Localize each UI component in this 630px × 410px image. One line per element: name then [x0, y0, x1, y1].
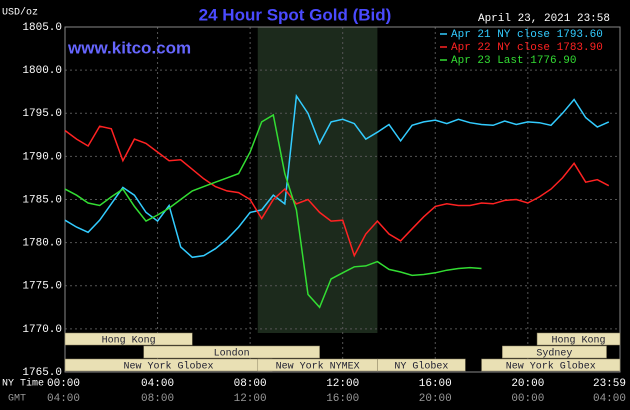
x-tick-label: 08:00	[234, 378, 267, 390]
y-unit: USD/oz	[2, 7, 38, 19]
gmt-tick-label: 04:00	[47, 393, 80, 405]
site-label: www.kitco.com	[67, 38, 191, 57]
y-tick-label: 1770.0	[22, 324, 62, 336]
series-line	[64, 113, 482, 309]
session-box	[481, 358, 621, 372]
y-tick-label: 1795.0	[22, 108, 62, 120]
y-tick-label: 1775.0	[22, 281, 62, 293]
session-box	[143, 345, 320, 359]
y-tick-label: 1805.0	[22, 22, 62, 34]
session-label: New York Globex	[124, 361, 214, 373]
x-tick-label: 23:59	[593, 378, 626, 390]
y-tick-label: 1785.0	[22, 194, 62, 206]
y-tick-label: 1800.0	[22, 65, 62, 77]
y-tick-label: 1790.0	[22, 151, 62, 163]
gmt-tick-label: 20:00	[419, 393, 452, 405]
session-label: New York Globex	[506, 361, 596, 373]
gmt-tick-label: 12:00	[234, 393, 267, 405]
x-tick-label: 00:00	[47, 378, 80, 390]
x-tick-label: 20:00	[511, 378, 544, 390]
session-box	[377, 358, 466, 372]
series-line	[64, 125, 610, 258]
gmt-label: GMT	[8, 394, 26, 405]
chart-title: 24 Hour Spot Gold (Bid)	[199, 5, 392, 24]
legend-label: Apr 21 NY close 1793.60	[451, 29, 603, 41]
gmt-tick-label: 04:00	[593, 393, 626, 405]
session-label: Sydney	[536, 348, 572, 360]
ny-time-label: NY Time	[2, 378, 44, 390]
session-box	[64, 332, 193, 346]
x-tick-label: 04:00	[141, 378, 174, 390]
x-tick-label: 16:00	[419, 378, 452, 390]
gmt-tick-label: 00:00	[511, 393, 544, 405]
session-label: Hong Kong	[102, 336, 156, 347]
timestamp: April 23, 2021 23:58	[478, 13, 610, 25]
y-tick-label: 1780.0	[22, 238, 62, 250]
series-line	[64, 93, 610, 259]
session-box	[536, 332, 621, 346]
y-tick-label: 1765.0	[22, 367, 62, 379]
legend-label: Apr 23 Last 1776.90	[451, 55, 576, 67]
trading-hours-shade	[257, 27, 378, 333]
gmt-tick-label: 16:00	[326, 393, 359, 405]
x-tick-label: 12:00	[326, 378, 359, 390]
session-label: London	[214, 348, 250, 360]
session-label: Hong Kong	[552, 336, 606, 347]
legend-label: Apr 22 NY close 1783.90	[451, 42, 603, 54]
session-label: New York NYMEX	[276, 361, 360, 373]
plot-frame	[64, 26, 621, 373]
gmt-tick-label: 08:00	[141, 393, 174, 405]
session-label: NY Globex	[394, 361, 448, 373]
session-box	[502, 345, 607, 359]
